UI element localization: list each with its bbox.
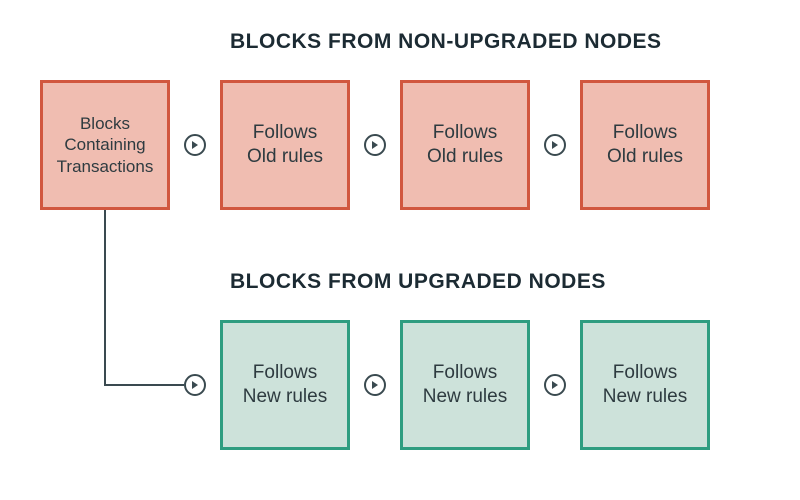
arrow-right-icon	[184, 374, 206, 396]
connector-horizontal	[104, 384, 184, 386]
arrow-right-icon	[364, 374, 386, 396]
block-old-3-line1: Follows	[613, 121, 677, 145]
connector-vertical	[104, 210, 106, 386]
block-old-3-line2: Old rules	[607, 145, 683, 169]
arrow-right-icon	[544, 134, 566, 156]
arrow-right-icon	[184, 134, 206, 156]
arrow-right-icon	[544, 374, 566, 396]
heading-upgraded: BLOCKS FROM UPGRADED NODES	[230, 270, 606, 294]
block-origin-line2: Containing	[64, 134, 145, 155]
block-new-3-line1: Follows	[613, 361, 677, 385]
block-new-2-line2: New rules	[423, 385, 507, 409]
block-old-3: Follows Old rules	[580, 80, 710, 210]
block-old-2: Follows Old rules	[400, 80, 530, 210]
block-new-1-line1: Follows	[253, 361, 317, 385]
block-origin-line1: Blocks	[80, 113, 130, 134]
block-old-1: Follows Old rules	[220, 80, 350, 210]
block-origin: Blocks Containing Transactions	[40, 80, 170, 210]
heading-non-upgraded: BLOCKS FROM NON-UPGRADED NODES	[230, 30, 662, 54]
block-origin-line3: Transactions	[57, 156, 154, 177]
block-old-2-line2: Old rules	[427, 145, 503, 169]
block-new-1: Follows New rules	[220, 320, 350, 450]
block-old-1-line2: Old rules	[247, 145, 323, 169]
block-new-2: Follows New rules	[400, 320, 530, 450]
block-new-3-line2: New rules	[603, 385, 687, 409]
block-new-1-line2: New rules	[243, 385, 327, 409]
arrow-right-icon	[364, 134, 386, 156]
block-new-3: Follows New rules	[580, 320, 710, 450]
block-new-2-line1: Follows	[433, 361, 497, 385]
block-old-1-line1: Follows	[253, 121, 317, 145]
block-old-2-line1: Follows	[433, 121, 497, 145]
